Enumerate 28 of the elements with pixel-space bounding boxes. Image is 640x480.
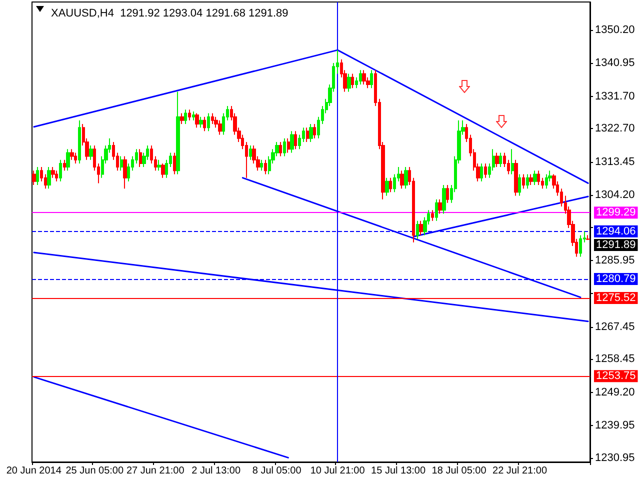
text: XAUUSD,H4 1291.92 1293.04 1291.68 1291.89 <box>51 8 288 20</box>
y-tick-label: 1340.95 <box>595 57 635 70</box>
y-tick-label: 1331.70 <box>595 90 635 102</box>
y-tick-label: 1249.20 <box>595 386 635 398</box>
x-tick-label: 10 Jul 21:00 <box>310 466 366 476</box>
x-tick-label: 20 Jun 2014 <box>6 466 62 476</box>
y-tick-label: 1239.95 <box>595 420 635 432</box>
ref-line-label: 1299.29 <box>596 206 636 219</box>
y-tick-label: 1304.20 <box>595 189 635 202</box>
ref-line-label: 1253.75 <box>596 370 636 382</box>
y-tick-label: 1285.95 <box>595 254 635 267</box>
x-tick-label: 8 Jul 05:00 <box>252 466 302 476</box>
y-tick-label: 1258.45 <box>595 353 635 366</box>
y-tick-label: 1230.95 <box>595 452 635 464</box>
y-tick-label: 1267.45 <box>595 320 635 333</box>
ref-line-label: 1294.06 <box>596 225 636 238</box>
y-tick-label: 1350.20 <box>595 24 635 36</box>
x-tick-label: 22 Jul 21:00 <box>492 466 548 476</box>
x-tick-label: 18 Jul 05:00 <box>432 466 487 476</box>
ref-line-label: 1275.52 <box>596 292 636 304</box>
y-tick-label: 1313.45 <box>595 156 635 168</box>
x-tick-label: 15 Jul 13:00 <box>371 466 426 476</box>
y-tick-label: 1322.70 <box>595 122 635 135</box>
x-tick-label: 25 Jun 05:00 <box>66 466 124 476</box>
x-tick-label: 27 Jun 21:00 <box>126 466 185 476</box>
text: 1291.89 <box>596 239 636 251</box>
x-tick-label: 2 Jul 13:00 <box>192 466 241 476</box>
ref-line-label: 1280.79 <box>596 273 636 286</box>
